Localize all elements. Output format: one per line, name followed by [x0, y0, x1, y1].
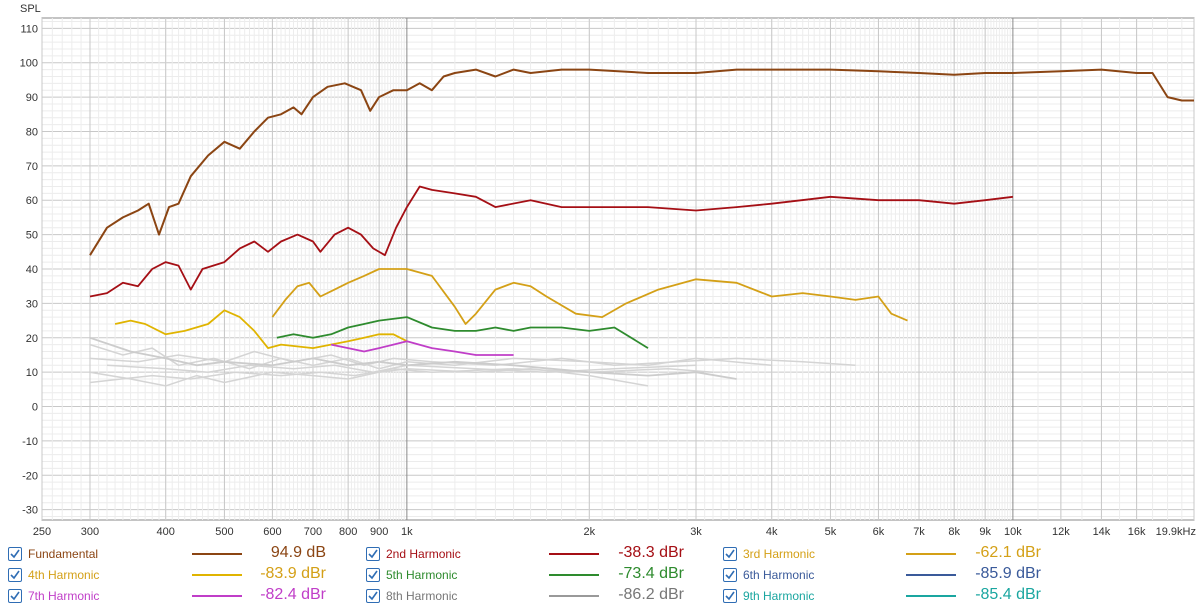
x-tick-label: 2k [583, 526, 595, 538]
8th-harmonic-value: -86.2 dBr [618, 586, 684, 603]
5th-harmonic-line [276, 316, 649, 349]
3rd-harmonic-value: -62.1 dBr [975, 544, 1041, 561]
6th-harmonic-checkbox[interactable] [723, 568, 737, 582]
y-tick-label: 90 [26, 92, 38, 104]
x-tick-label: 8k [948, 526, 960, 538]
series-lines [89, 68, 1194, 380]
x-tick-labels: 250 300 400 500 600 700 800 900 1k 2k 3k 4k 5k 6k 7k 8k… [33, 526, 1196, 538]
7th-harmonic-checkbox[interactable] [8, 589, 22, 603]
fundamental-value: 94.9 dB [270, 544, 326, 561]
x-tick-label: 9k [979, 526, 991, 538]
6th-harmonic-swatch [906, 574, 956, 576]
y-tick-label: -20 [22, 470, 38, 482]
x-tick-label: 700 [304, 526, 322, 538]
y-tick-label: 70 [26, 161, 38, 173]
x-tick-label: 500 [215, 526, 233, 538]
y-tick-label: 30 [26, 298, 38, 310]
x-tick-label: 900 [370, 526, 388, 538]
4th-harmonic-checkbox[interactable] [8, 568, 22, 582]
y-tick-label: 10 [26, 367, 38, 379]
9th-harmonic-swatch [906, 595, 956, 597]
x-tick-label: 400 [157, 526, 175, 538]
y-tick-label: -30 [22, 505, 38, 517]
2nd-harmonic-line [89, 185, 1014, 298]
x-tick-label: 6k [873, 526, 885, 538]
background-trace-line [89, 350, 856, 367]
4th-harmonic-swatch [192, 574, 242, 576]
3rd-harmonic-swatch [906, 553, 956, 555]
8th-harmonic-line [89, 336, 737, 380]
x-tick-label: 800 [339, 526, 357, 538]
9th-harmonic-label: 9th Harmonic [743, 589, 815, 603]
x-tick-label: 10k [1004, 526, 1022, 538]
y-tick-label: 20 [26, 333, 38, 345]
background-traces [89, 343, 856, 387]
5th-harmonic-value: -73.4 dBr [618, 565, 684, 582]
2nd-harmonic-checkbox[interactable] [366, 547, 380, 561]
4th-harmonic-label: 4th Harmonic [28, 568, 100, 582]
fundamental-line [89, 68, 1194, 256]
background-trace-line [106, 364, 697, 373]
6th-harmonic-value: -85.9 dBr [975, 565, 1041, 582]
fundamental-swatch [192, 553, 242, 555]
5th-harmonic-checkbox[interactable] [366, 568, 380, 582]
x-tick-label: 19.9kHz [1156, 526, 1196, 538]
x-tick-label: 16k [1128, 526, 1146, 538]
y-tick-label: 100 [20, 58, 38, 70]
y-tick-label: -10 [22, 436, 38, 448]
7th-harmonic-swatch [192, 595, 242, 597]
3rd-harmonic-line [271, 268, 908, 325]
x-tick-label: 14k [1093, 526, 1111, 538]
fundamental-label: Fundamental [28, 547, 99, 561]
grid [41, 18, 1195, 520]
7th-harmonic-value: -82.4 dBr [260, 586, 326, 603]
x-tick-label: 1k [401, 526, 413, 538]
y-tick-label: 0 [32, 402, 38, 414]
3rd-harmonic-checkbox[interactable] [723, 547, 737, 561]
4th-harmonic-value: -83.9 dBr [260, 565, 326, 582]
4th-harmonic-line [114, 309, 408, 349]
9th-harmonic-checkbox[interactable] [723, 589, 737, 603]
3rd-harmonic-label: 3rd Harmonic [743, 547, 816, 561]
7th-harmonic-label: 7th Harmonic [28, 589, 100, 603]
5th-harmonic-label: 5th Harmonic [386, 568, 458, 582]
8th-harmonic-checkbox[interactable] [366, 589, 380, 603]
x-tick-label: 12k [1052, 526, 1070, 538]
7th-harmonic-line [330, 340, 514, 356]
2nd-harmonic-value: -38.3 dBr [618, 544, 684, 561]
x-tick-label: 300 [81, 526, 99, 538]
x-tick-label: 600 [263, 526, 281, 538]
8th-harmonic-label: 8th Harmonic [386, 589, 458, 603]
y-tick-label: 110 [20, 23, 38, 35]
y-tick-label: 60 [26, 195, 38, 207]
5th-harmonic-swatch [549, 574, 599, 576]
x-tick-label: 5k [825, 526, 837, 538]
legend: Fundamental 94.9 dB 2nd Harmonic -38.3 d… [0, 542, 1200, 611]
x-tick-label: 7k [913, 526, 925, 538]
y-axis-label: SPL [20, 3, 41, 15]
9th-harmonic-value: -85.4 dBr [975, 586, 1041, 603]
2nd-harmonic-label: 2nd Harmonic [386, 547, 461, 561]
x-tick-label: 250 [33, 526, 51, 538]
fundamental-checkbox[interactable] [8, 547, 22, 561]
x-tick-label: 3k [690, 526, 702, 538]
8th-harmonic-swatch [549, 595, 599, 597]
y-tick-label: 40 [26, 264, 38, 276]
2nd-harmonic-swatch [549, 553, 599, 555]
y-tick-label: 50 [26, 230, 38, 242]
y-tick-label: 80 [26, 126, 38, 138]
x-tick-label: 4k [766, 526, 778, 538]
6th-harmonic-label: 6th Harmonic [743, 568, 815, 582]
